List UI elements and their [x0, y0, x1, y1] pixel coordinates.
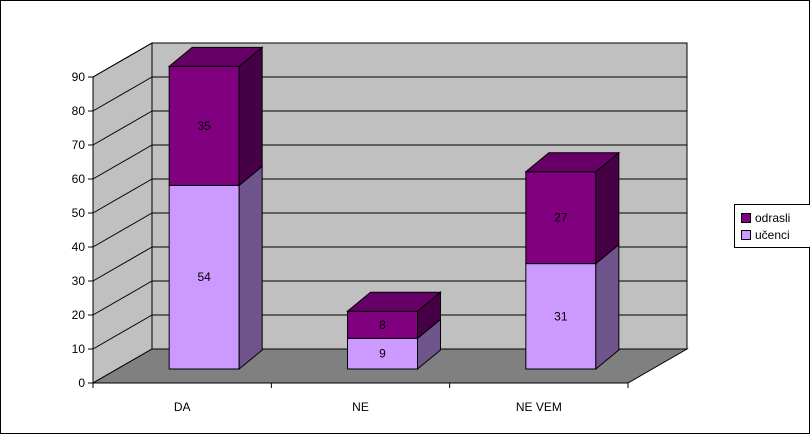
y-tick-label: 50	[72, 206, 86, 220]
gridline-side	[92, 212, 153, 248]
bar-front	[347, 310, 418, 339]
gridline-side	[92, 246, 153, 282]
bar-side	[595, 243, 620, 371]
gridline-side	[92, 144, 153, 180]
y-tick-label: 10	[72, 342, 86, 356]
y-tick-label: 0	[78, 376, 85, 390]
legend-swatch-ucenci	[741, 230, 751, 240]
legend-item-ucenci: učenci	[741, 228, 790, 242]
y-tick-label: 80	[72, 104, 86, 118]
data-label: 35	[197, 119, 211, 133]
bar-segment-odrasli: 27	[524, 151, 621, 265]
legend-label-odrasli: odrasli	[755, 211, 791, 225]
bar-segment-odrasli: 35	[167, 46, 264, 187]
y-tick-label: 60	[72, 172, 86, 186]
category-label: DA	[174, 400, 191, 414]
bar-front	[525, 263, 597, 370]
gridline-side	[92, 76, 153, 112]
bar-front	[168, 65, 240, 186]
bar-top	[346, 291, 442, 312]
gridline-side	[92, 42, 153, 78]
bar-segment-ucenci: 9	[347, 318, 441, 371]
bar-segment-ucenci: 54	[168, 165, 263, 371]
legend: odrasli učenci	[734, 204, 810, 248]
category-label: NE VEM	[516, 400, 562, 414]
data-label: 31	[554, 309, 568, 323]
bar-segment-ucenci: 31	[525, 243, 620, 371]
legend-swatch-odrasli	[741, 213, 751, 223]
gridline-side	[92, 110, 153, 146]
y-tick-label: 40	[72, 240, 86, 254]
bar-top	[524, 152, 621, 173]
legend-label-ucenci: učenci	[755, 228, 790, 242]
data-label: 8	[379, 318, 386, 332]
bars: 54 35 9 8 31 27	[167, 46, 621, 371]
category-label: NE	[352, 400, 369, 414]
gridline-side	[92, 178, 153, 214]
bar-front	[347, 337, 418, 370]
y-tick-label: 30	[72, 274, 86, 288]
bar-top	[167, 46, 264, 67]
data-label: 9	[379, 347, 386, 361]
bar-segment-odrasli: 8	[346, 291, 442, 340]
data-label: 54	[197, 270, 211, 284]
bar-side	[238, 165, 263, 371]
data-label: 27	[554, 211, 568, 225]
bar-side	[238, 46, 263, 187]
gridline-side	[92, 314, 153, 350]
gridline-side	[92, 280, 153, 316]
legend-item-odrasli: odrasli	[741, 211, 790, 225]
y-tick-label: 20	[72, 308, 86, 322]
y-tick-label: 90	[72, 70, 86, 84]
y-tick-label: 70	[72, 138, 86, 152]
